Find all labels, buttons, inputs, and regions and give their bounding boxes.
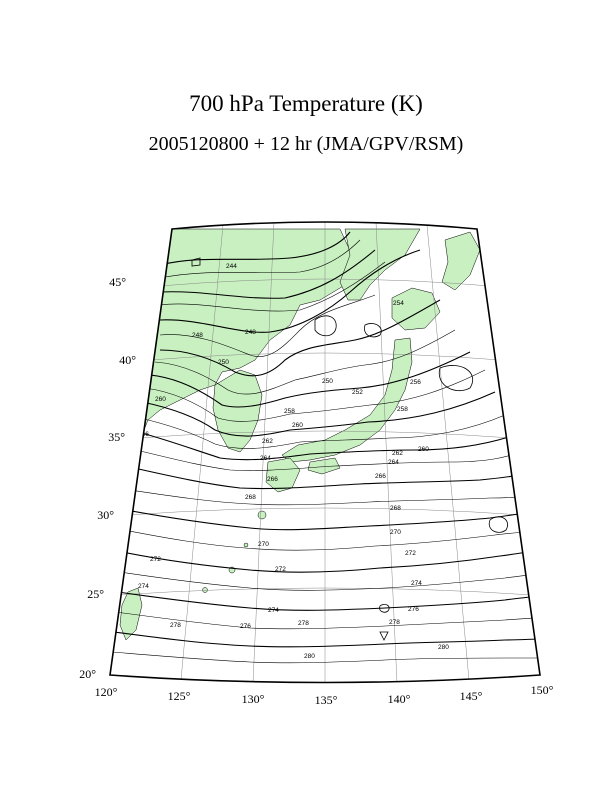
contour-label: 276 [408,606,419,613]
lat-label: 30° [97,508,114,522]
contour-label: 248 [192,332,203,339]
lon-label: 135° [315,693,338,707]
land-korea [212,369,263,453]
contour-label: 260 [155,396,166,403]
land-shikoku [307,457,341,475]
lon-label: 125° [168,689,191,703]
land-kyushu [265,457,301,493]
contour-layer [111,231,540,664]
lon-label: 120° [95,685,118,699]
contour-label: 274 [411,580,422,587]
contour-label: 260 [418,446,429,453]
map-frame [109,221,541,684]
contour-label: 278 [298,620,309,627]
lon-label: 150° [531,683,554,697]
contour-label: 268 [245,494,256,501]
latitude-axis: 45° 40° 35° 30° 25° 20° [79,275,136,681]
lat-label: 35° [108,430,125,444]
longitude-axis: 120° 125° 130° 135° 140° 145° 150° [95,683,554,707]
contour-label: 270 [258,541,269,548]
contour-label: 248 [245,329,256,336]
contour-label: 270 [390,529,401,536]
lat-label: 20° [79,667,96,681]
lat-label: 25° [87,587,104,601]
lon-label: 130° [242,692,265,706]
contour-label: 274 [138,583,149,590]
contour-label: 266 [375,473,386,480]
contour-label: 264 [388,459,399,466]
land-russia-east [339,228,421,301]
land-sakhalin [441,231,481,291]
lat-label: 40° [119,353,136,367]
contour-label: 278 [389,619,400,626]
contour-label: 276 [240,623,251,630]
contour-label: 250 [218,359,229,366]
contour-label: 266 [267,476,278,483]
contour-label: 262 [392,450,403,457]
contour-label: 262 [262,438,273,445]
contour-label: 280 [304,653,315,660]
lon-label: 145° [460,689,483,703]
contour-label: 256 [410,379,421,386]
land-hokkaido [391,287,441,331]
contour-label: 264 [260,455,271,462]
contour-label: 254 [393,300,404,307]
contour-label: 252 [352,389,363,396]
land-honshu [281,337,413,463]
contour-label: 250 [322,378,333,385]
contour-labels: 244 248 248 250 250 252 254 256 258 258 … [138,263,449,660]
contour-label: 278 [170,622,181,629]
contour-label: 268 [390,505,401,512]
contour-label: 260 [292,422,303,429]
contour-label: 280 [438,644,449,651]
contour-label: 272 [150,556,161,563]
contour-label: 258 [397,406,408,413]
map-subtitle: 2005120800 + 12 hr (JMA/GPV/RSM) [148,133,464,155]
lat-label: 45° [109,275,126,289]
contour-label: 272 [275,566,286,573]
contour-label: 272 [405,550,416,557]
map-title: 700 hPa Temperature (K) [189,91,423,116]
land-layer [110,228,481,676]
contour-label: 274 [268,607,279,614]
contour-label: 258 [284,408,295,415]
contour-label: 244 [226,263,237,270]
lon-label: 140° [388,692,411,706]
